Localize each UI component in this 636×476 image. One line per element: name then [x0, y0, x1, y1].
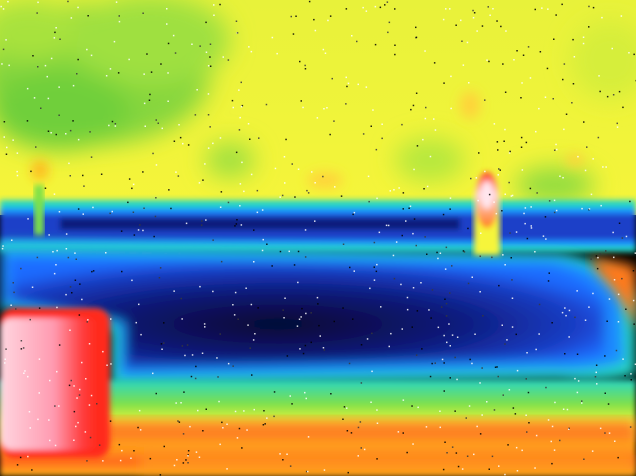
tree-canopy [0, 0, 636, 203]
hot-object [0, 308, 110, 458]
warm-spots [32, 91, 585, 188]
pool [0, 242, 636, 388]
person-heat-signature [474, 172, 500, 255]
left-post [34, 185, 44, 235]
pool-edge-warm [590, 258, 636, 330]
far-water-band [0, 200, 636, 252]
ground-hot-streaks [100, 420, 636, 473]
